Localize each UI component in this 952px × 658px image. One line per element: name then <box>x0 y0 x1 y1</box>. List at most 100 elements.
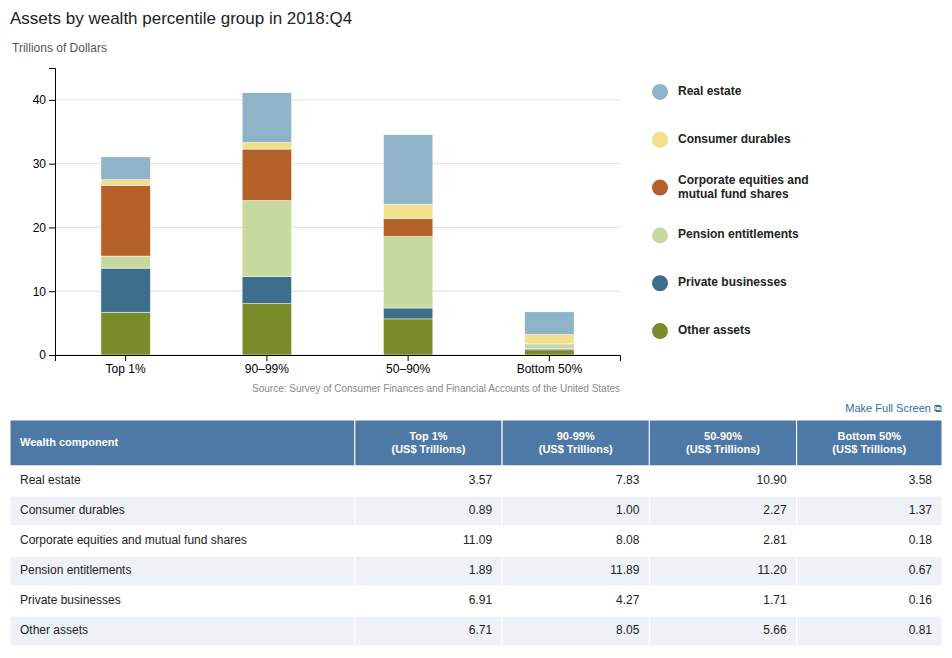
table-cell <box>502 556 649 586</box>
legend-label: Other assets <box>678 323 751 337</box>
y-axis-line <box>49 69 56 356</box>
title: Assets by wealth percentile group in 201… <box>10 9 352 28</box>
legend-label: Private businesses <box>678 275 787 289</box>
legend-label: Corporate equities andmutual fund shares <box>678 173 809 201</box>
table-value: 5.66 <box>763 623 787 637</box>
bar-segment <box>242 143 291 149</box>
table-value: 1.37 <box>909 503 933 517</box>
legend: Real estate Consumer durables Corporate eq… <box>652 84 809 339</box>
y-tick-mark <box>49 291 55 292</box>
y-tick-label: 30 <box>33 157 47 171</box>
bars <box>101 93 574 355</box>
table-cell <box>649 466 796 496</box>
x-tick-mark <box>408 355 409 361</box>
grid <box>55 100 620 355</box>
table-cell <box>502 466 649 496</box>
table-value: 0.67 <box>909 563 933 577</box>
legend-swatch <box>652 275 668 291</box>
y-axis-label: Trillions of Dollars <box>12 41 107 55</box>
bar-segment <box>525 335 574 344</box>
x-tick-mark <box>549 355 550 361</box>
text-line: Top 1% <box>409 429 448 441</box>
text-line: Other assets <box>678 323 751 337</box>
legend-swatch <box>652 84 668 100</box>
x-axis-line <box>56 356 621 362</box>
x-tick-label: Top 1% <box>106 362 146 376</box>
table-cell <box>649 526 796 556</box>
y-tick: 30 <box>33 157 55 171</box>
table-header: Top 1%(US$ Trillions) <box>391 429 465 454</box>
table-value: 11.20 <box>757 563 786 577</box>
table-cell <box>10 586 355 616</box>
table-header: 50-90%(US$ Trillions) <box>686 429 760 454</box>
table-value: 1.89 <box>469 563 493 577</box>
bar-segment <box>525 312 574 335</box>
y-tick-mark <box>49 100 55 101</box>
table-value: 0.18 <box>909 533 933 547</box>
bar-segment <box>383 204 432 218</box>
table-cell <box>355 466 502 496</box>
text-line: mutual fund shares <box>678 187 789 201</box>
text-line: (US$ Trillions) <box>391 442 465 454</box>
source-note: Source: Survey of Consumer Finances and … <box>252 383 620 394</box>
y-tick-mark <box>49 355 55 356</box>
table-header: Wealth component <box>20 436 119 448</box>
table-header-cell <box>355 420 502 466</box>
table-row-label: Real estate <box>20 473 81 487</box>
table-value: 2.27 <box>763 503 787 517</box>
table-cell <box>10 496 355 526</box>
table-cell <box>502 496 649 526</box>
text-line: Consumer durables <box>678 132 791 146</box>
text-line: (US$ Trillions) <box>539 442 613 454</box>
table-cell <box>649 556 796 586</box>
bar-segment <box>101 180 150 186</box>
table-cell <box>502 586 649 616</box>
y-tick-label: 20 <box>33 221 47 235</box>
bar-segment <box>101 268 150 312</box>
table-value: 3.57 <box>469 473 493 487</box>
table-value: 2.81 <box>763 533 787 547</box>
legend-label: Consumer durables <box>678 132 791 146</box>
table-cell <box>797 526 942 556</box>
series <box>101 201 574 349</box>
x-axis: Top 1%90–99%50–90%Bottom 50% <box>56 355 621 376</box>
bar-segment <box>383 219 432 237</box>
y-tick: 0 <box>39 348 55 362</box>
grid-line <box>55 99 620 100</box>
legend-label: Real estate <box>678 84 742 98</box>
x-tick: Bottom 50% <box>517 355 583 376</box>
text-line: Bottom 50% <box>838 429 902 441</box>
table-cell <box>649 586 796 616</box>
table-value: 8.05 <box>616 623 640 637</box>
table-value: 0.16 <box>909 593 933 607</box>
legend-item: Pension entitlements <box>652 227 799 243</box>
table-cell <box>797 586 942 616</box>
table-cell <box>355 616 502 646</box>
y-tick-label: 10 <box>33 285 47 299</box>
legend-item: Real estate <box>652 84 742 100</box>
legend-item: Other assets <box>652 323 751 339</box>
bar-segment <box>101 256 150 268</box>
series <box>101 268 574 350</box>
text-line: Corporate equities and <box>678 173 809 187</box>
table-value: 0.89 <box>469 503 493 517</box>
table-cell <box>502 616 649 646</box>
fullscreen-link: Make Full Screen ⧉ <box>845 402 942 414</box>
table-cell <box>797 556 942 586</box>
text-line: Real estate <box>678 84 742 98</box>
legend-label: Pension entitlements <box>678 228 799 242</box>
y-tick-label: 0 <box>39 348 46 362</box>
bar-segment <box>242 149 291 201</box>
table-value: 10.90 <box>757 473 787 487</box>
table-value: 7.83 <box>616 473 640 487</box>
y-tick: 40 <box>33 93 55 107</box>
table-cell <box>355 586 502 616</box>
y-tick: 10 <box>33 285 55 299</box>
x-tick: 50–90% <box>386 355 430 376</box>
text-line: (US$ Trillions) <box>686 442 760 454</box>
table-value: 6.91 <box>469 593 493 607</box>
table-value: 1.71 <box>763 593 787 607</box>
legend-swatch <box>652 180 668 196</box>
x-tick: Top 1% <box>106 355 146 376</box>
y-axis: 0 10 20 30 40 <box>33 69 56 363</box>
